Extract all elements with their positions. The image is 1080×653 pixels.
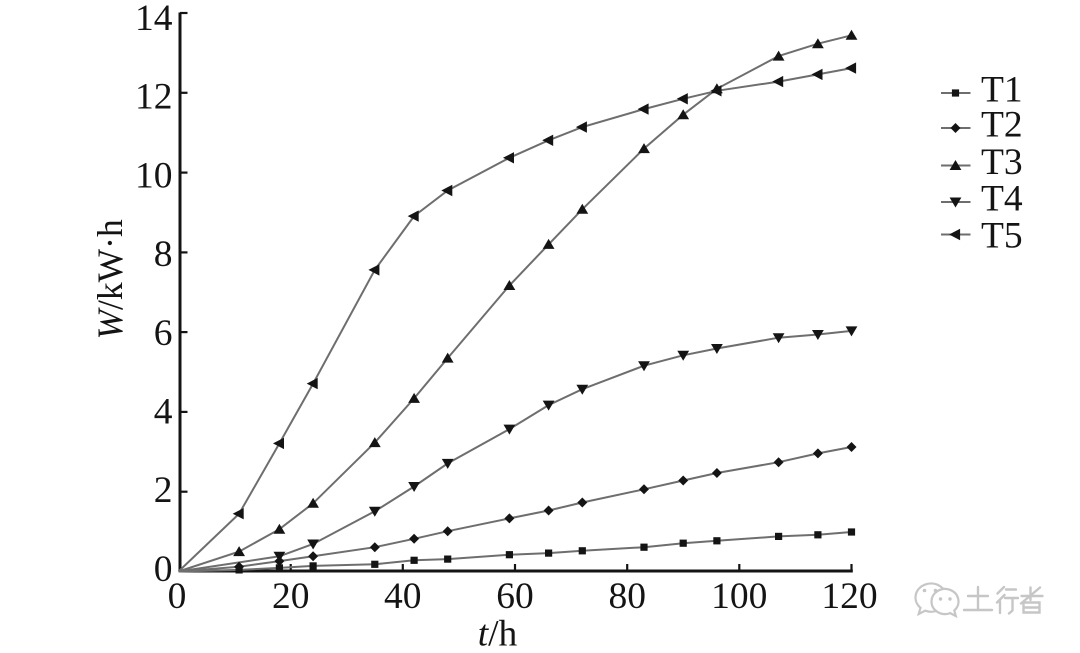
svg-text:t/h: t/h [478,614,518,649]
svg-text:8: 8 [154,234,173,275]
svg-text:T3: T3 [981,142,1023,183]
svg-text:12: 12 [135,77,173,118]
svg-text:0: 0 [154,549,173,590]
svg-text:14: 14 [135,0,173,39]
svg-text:2: 2 [154,470,173,511]
svg-text:W/kW·h: W/kW·h [90,219,130,340]
svg-text:0: 0 [168,576,187,617]
svg-text:6: 6 [154,313,173,354]
svg-text:40: 40 [384,576,422,617]
svg-text:20: 20 [272,576,310,617]
svg-text:T4: T4 [981,178,1023,219]
svg-text:60: 60 [496,576,534,617]
svg-text:4: 4 [154,392,173,433]
svg-text:T1: T1 [981,69,1023,110]
svg-text:T2: T2 [981,104,1023,145]
svg-text:10: 10 [135,155,173,196]
svg-text:100: 100 [711,576,767,617]
svg-text:120: 120 [821,576,877,617]
svg-text:T5: T5 [981,216,1023,257]
svg-text:80: 80 [608,576,646,617]
